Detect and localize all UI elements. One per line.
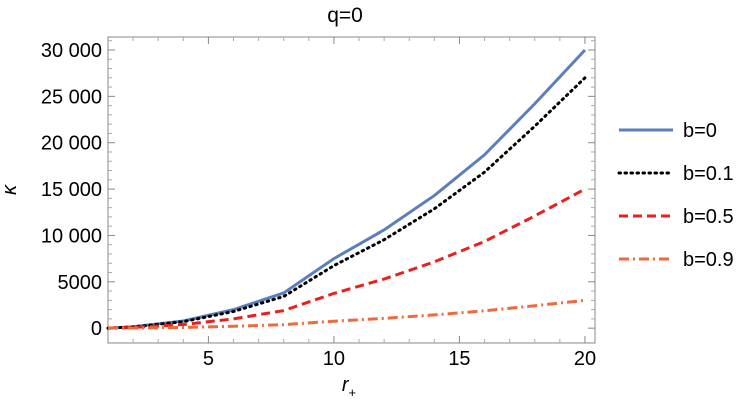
x-axis-ticks: 5 10 15 20 (132, 37, 596, 370)
y-tick-label: 15 000 (41, 179, 102, 201)
y-tick-label: 5000 (58, 272, 103, 294)
legend-label: b=0.9 (683, 249, 734, 271)
legend: b=0 b=0.1 b=0.5 b=0.9 (617, 120, 734, 271)
y-axis-ticks: 0 5000 10 000 15 000 20 000 25 000 30 000 (41, 40, 595, 340)
plot-frame (107, 36, 596, 344)
y-tick-label: 20 000 (41, 133, 102, 155)
series-line-4 (107, 298, 586, 330)
x-tick-label: 5 (203, 348, 214, 370)
x-tick-label: 20 (574, 348, 596, 370)
y-tick-label: 0 (91, 318, 102, 340)
y-tick-label: 10 000 (41, 225, 102, 247)
x-tick-label: 15 (448, 348, 470, 370)
legend-label: b=0 (683, 120, 717, 142)
series-line-2 (106, 76, 587, 330)
legend-label: b=0.1 (683, 163, 734, 185)
x-axis-label-base: r (342, 374, 350, 396)
x-tick-label: 10 (323, 348, 345, 370)
series-line-1 (107, 48, 587, 330)
series-line-3 (107, 187, 586, 330)
x-axis-label-subscript: + (349, 385, 357, 400)
y-tick-label: 25 000 (41, 86, 102, 108)
chart-title: q=0 (327, 4, 363, 27)
y-tick-label: 30 000 (41, 40, 102, 62)
legend-label: b=0.5 (683, 206, 734, 228)
series-layer (106, 48, 587, 330)
y-axis-label: κ (0, 184, 21, 195)
x-axis-label: r+ (342, 374, 356, 400)
